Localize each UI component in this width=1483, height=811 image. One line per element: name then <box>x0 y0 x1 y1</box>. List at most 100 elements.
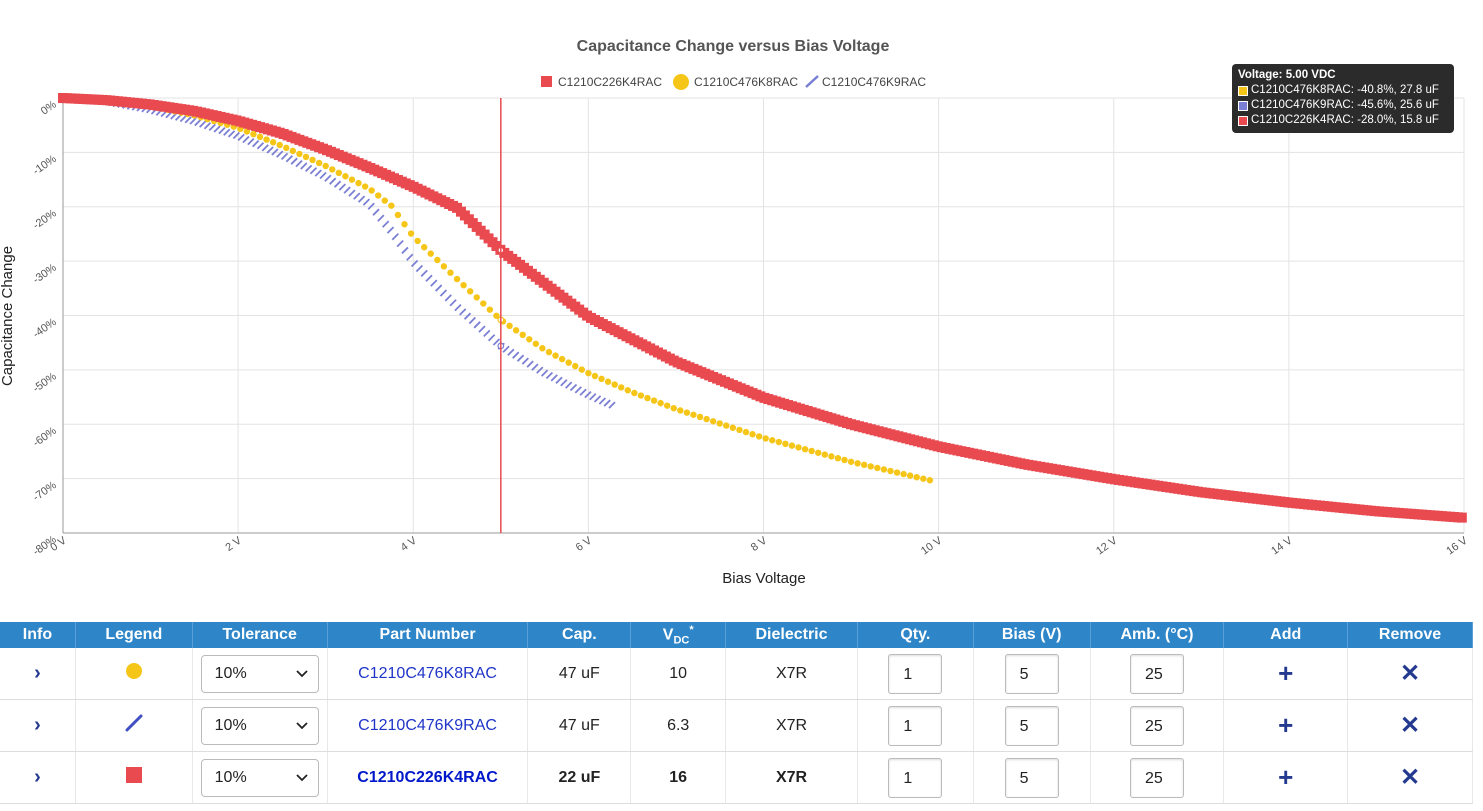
y-tick-label: -70% <box>31 479 59 504</box>
data-point-line <box>401 246 409 255</box>
data-point-line <box>574 386 582 394</box>
remove-button[interactable]: ✕ <box>1399 763 1421 791</box>
data-point-circle <box>618 384 625 391</box>
data-point-line <box>295 159 303 168</box>
legend-circle-icon <box>125 662 143 685</box>
data-point-circle <box>526 336 533 343</box>
data-point-line <box>439 289 448 297</box>
data-point-line <box>425 274 433 282</box>
expand-info-button[interactable]: › <box>34 766 41 788</box>
data-point-circle <box>808 447 815 455</box>
data-point-circle <box>677 407 684 414</box>
series-C1210C226K4RAC <box>58 93 1467 523</box>
data-point-circle <box>769 437 776 444</box>
data-point-square <box>1456 512 1467 523</box>
data-point-circle <box>572 362 579 370</box>
qty-input[interactable]: 1 <box>888 653 943 694</box>
expand-info-button[interactable]: › <box>34 662 41 684</box>
data-point-line <box>593 395 602 403</box>
data-point-circle <box>657 399 664 407</box>
ambient-temp-input[interactable]: 25 <box>1129 757 1184 798</box>
bias-input[interactable]: 5 <box>1004 653 1059 694</box>
ambient-temp-input[interactable]: 25 <box>1129 653 1184 694</box>
data-point-line <box>280 152 289 161</box>
data-point-circle <box>709 418 717 425</box>
series-layer <box>58 93 1467 523</box>
data-point-line <box>256 142 265 150</box>
data-point-line <box>454 303 462 312</box>
data-point-line <box>560 379 568 387</box>
data-point-line <box>353 192 361 200</box>
tooltip-swatch <box>1238 115 1248 126</box>
ambient-temp-input[interactable]: 25 <box>1129 705 1184 746</box>
data-point-circle <box>703 415 710 423</box>
cap-value: 22 uF <box>558 768 601 786</box>
data-point-line <box>435 284 443 292</box>
data-point-circle <box>480 300 487 307</box>
data-point-line <box>507 348 515 356</box>
legend-item-C1210C476K9RAC[interactable]: C1210C476K9RAC <box>805 75 926 89</box>
dielectric-value: X7R <box>775 768 808 786</box>
data-point-line <box>237 133 245 142</box>
data-point-circle <box>447 269 454 276</box>
data-point-line <box>189 117 197 125</box>
data-point-line <box>410 259 419 268</box>
data-point-line <box>232 131 241 140</box>
data-point-line <box>540 369 549 377</box>
data-point-circle <box>920 475 927 482</box>
part-number-link[interactable]: C1210C226K4RAC <box>357 768 498 786</box>
x-tick-label: 10 V <box>919 534 945 557</box>
qty-input[interactable]: 1 <box>888 705 943 746</box>
data-point-line <box>276 150 284 158</box>
vdc-sub: DC <box>673 634 690 647</box>
data-point-line <box>565 381 573 389</box>
y-tick-label: -40% <box>31 316 59 341</box>
data-point-circle <box>847 458 855 465</box>
data-point-line <box>598 397 607 405</box>
tolerance-select[interactable]: 10% <box>200 654 319 693</box>
data-point-circle <box>276 141 283 149</box>
data-point-line <box>213 125 221 133</box>
remove-button[interactable]: ✕ <box>1399 659 1421 687</box>
data-point-line <box>382 220 390 228</box>
bias-input[interactable]: 5 <box>1004 705 1059 746</box>
data-point-circle <box>650 397 658 404</box>
data-point-circle <box>815 449 822 456</box>
legend-item-C1210C226K4RAC[interactable]: C1210C226K4RAC <box>541 75 662 89</box>
data-point-circle <box>821 451 828 458</box>
data-point-circle <box>749 431 756 438</box>
data-point-circle <box>545 348 553 356</box>
add-button[interactable]: + <box>1278 658 1294 688</box>
data-point-circle <box>683 409 691 416</box>
data-point-circle <box>670 404 677 412</box>
data-point-circle <box>729 424 737 431</box>
legend-item-C1210C476K8RAC[interactable]: C1210C476K8RAC <box>673 74 798 90</box>
add-button[interactable]: + <box>1278 710 1294 740</box>
data-point-line <box>266 146 274 154</box>
data-point-circle <box>486 306 494 313</box>
part-number-link[interactable]: C1210C476K8RAC <box>358 664 497 682</box>
expand-info-button[interactable]: › <box>34 714 41 736</box>
data-point-line <box>208 123 216 132</box>
data-point-circle <box>329 166 336 173</box>
vdc-value: 16 <box>669 768 688 786</box>
x-axis-title: Bias Voltage <box>722 570 805 587</box>
remove-button[interactable]: ✕ <box>1399 711 1421 739</box>
data-point-line <box>223 128 231 136</box>
add-button[interactable]: + <box>1278 762 1294 792</box>
data-point-circle <box>532 340 540 347</box>
y-tick-label: -20% <box>31 207 59 232</box>
qty-input[interactable]: 1 <box>888 757 943 798</box>
tolerance-select[interactable]: 10% <box>200 758 319 797</box>
header-part-number: Part Number <box>327 622 529 648</box>
bias-input[interactable]: 5 <box>1004 757 1059 798</box>
data-point-line <box>516 354 525 362</box>
data-point-circle <box>874 464 881 472</box>
part-number-link[interactable]: C1210C476K9RAC <box>358 716 497 734</box>
chart-legend[interactable]: C1210C226K4RAC C1210C476K8RAC C1210C476K9R… <box>541 74 926 90</box>
data-point-circle <box>716 420 723 427</box>
tolerance-select[interactable]: 10% <box>200 706 319 745</box>
data-point-circle <box>801 446 809 453</box>
data-point-circle <box>742 428 750 436</box>
data-point-circle <box>355 179 362 187</box>
